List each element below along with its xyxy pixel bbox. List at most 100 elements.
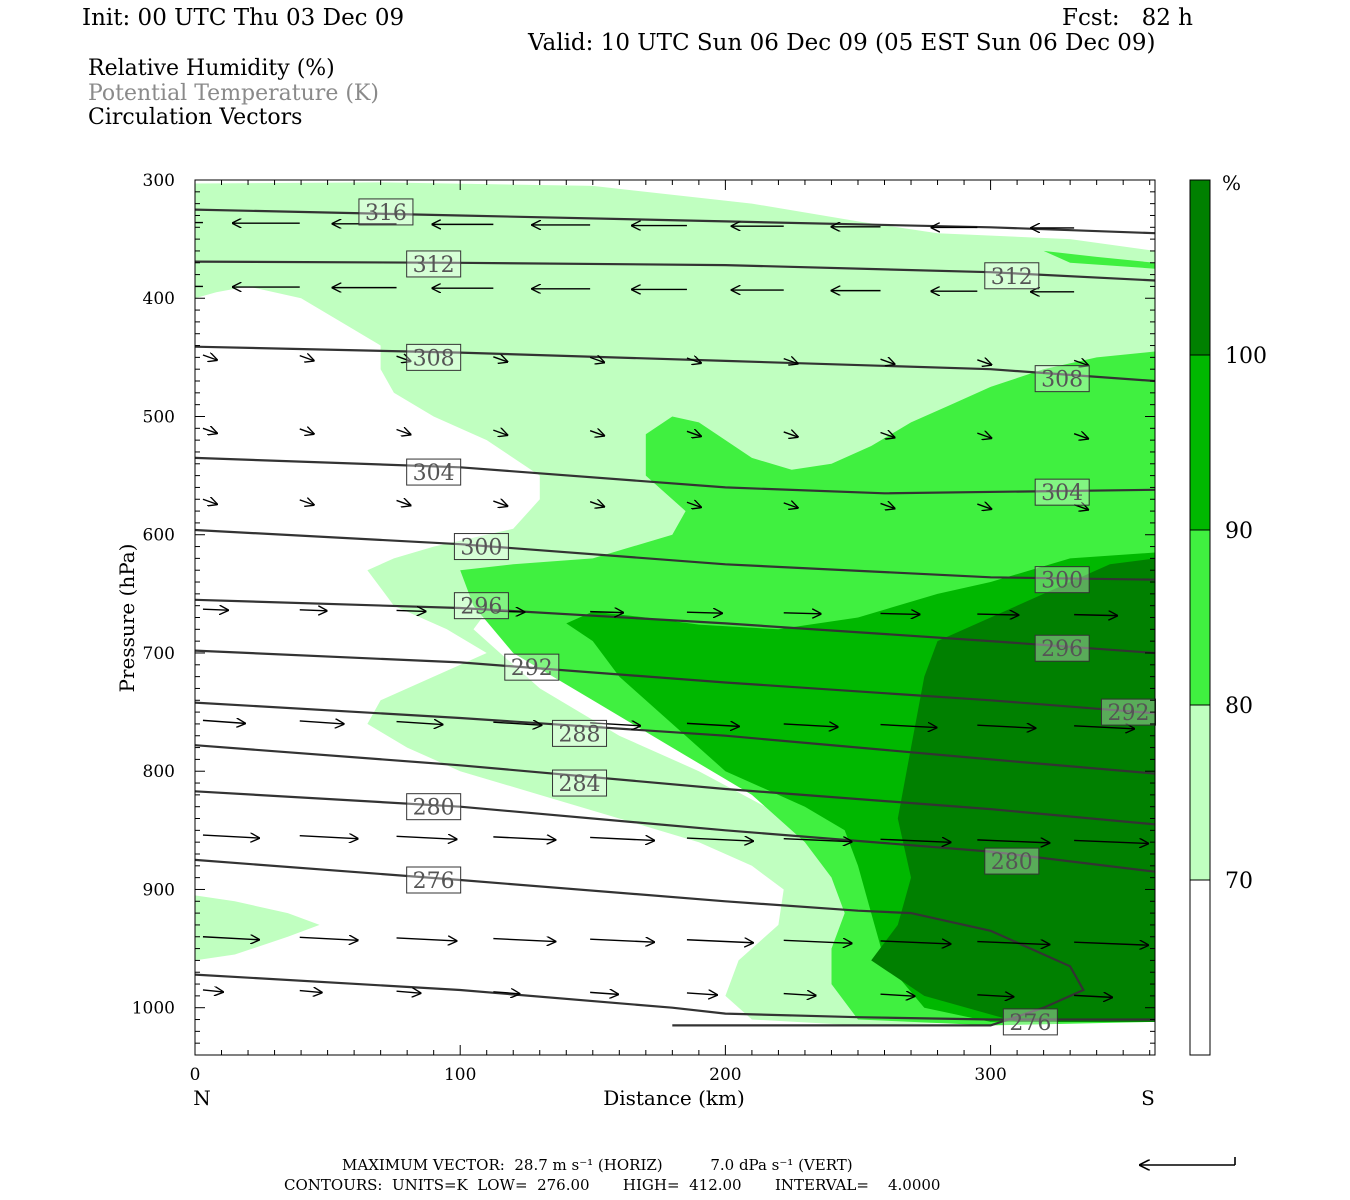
x-tick-label: 0 [190, 1065, 201, 1085]
wind-vector [686, 502, 701, 507]
theta-label-text: 304 [1041, 481, 1083, 506]
theta-contour-312 [195, 260, 1155, 282]
wind-vector [977, 614, 1018, 615]
wind-vector [202, 835, 259, 838]
theta-label-text: 296 [1041, 637, 1083, 662]
y-tick-label: 400 [143, 289, 175, 309]
wind-vector [783, 432, 798, 437]
y-axis-label: Pressure (hPa) [115, 544, 139, 693]
wind-vector [493, 939, 555, 942]
x-tick-label: 200 [709, 1065, 741, 1085]
colorbar-level-label: 70 [1225, 869, 1253, 894]
wind-vector [202, 609, 228, 610]
theta-label-text: 312 [991, 265, 1033, 290]
wind-vector [783, 940, 852, 943]
theta-label-text: 276 [413, 869, 455, 894]
legend-rh: Relative Humidity (%) [88, 56, 335, 81]
theta-label-box [984, 262, 1040, 290]
legend-vectors: Circulation Vectors [88, 105, 303, 130]
colorbar-unit-label: % [1222, 171, 1241, 195]
x-axis-label: Distance (km) [603, 1086, 745, 1110]
x-left-end-label: N [193, 1086, 211, 1110]
theta-contour-276 [195, 858, 1085, 1027]
wind-vector [783, 724, 838, 727]
wind-vector [590, 612, 623, 613]
x-right-end-label: S [1141, 1086, 1155, 1110]
theta-label-text: 308 [1041, 368, 1083, 393]
theta-label-280-1: 280 [984, 847, 1040, 875]
y-tick-label: 900 [143, 880, 175, 900]
colorbar-level-label: 90 [1225, 519, 1253, 544]
colorbar-swatch-3 [1190, 705, 1210, 880]
rh-region-70-1 [195, 895, 320, 961]
theta-label-text: 304 [413, 461, 455, 486]
wind-vector [686, 431, 701, 436]
theta-contour-292 [195, 649, 1155, 715]
legend-theta: Potential Temperature (K) [88, 81, 379, 106]
colorbar-swatch-4 [1190, 880, 1210, 1055]
wind-vector [493, 357, 507, 362]
wind-vector [783, 359, 798, 364]
theta-contour-308 [195, 345, 1155, 383]
wind-vector [686, 612, 722, 613]
wind-vector [590, 723, 640, 726]
wind-vector [1074, 995, 1112, 997]
theta-label-316-0: 316 [358, 198, 414, 226]
theta-label-text: 296 [460, 595, 502, 620]
wind-vector [493, 501, 507, 506]
y-tick-label: 300 [143, 171, 175, 191]
theta-label-box [406, 458, 462, 486]
wind-vector [1073, 434, 1088, 439]
theta-label-box [406, 793, 462, 821]
wind-vector [880, 503, 895, 508]
wind-vector [202, 937, 259, 940]
wind-vector [1073, 360, 1088, 365]
wind-vector [396, 722, 443, 725]
wind-vector [1074, 942, 1148, 945]
wind-vector [493, 430, 507, 435]
init-time: Init: 00 UTC Thu 03 Dec 09 [82, 5, 405, 31]
wind-vector [880, 994, 915, 996]
theta-label-300-0: 300 [453, 533, 509, 561]
wind-vector [493, 837, 555, 840]
wind-vector [202, 355, 217, 360]
wind-vector [686, 940, 753, 943]
wind-vector [977, 942, 1049, 945]
theta-label-296-1: 296 [1034, 634, 1090, 662]
theta-label-300-1: 300 [1034, 566, 1090, 594]
colorbar: 70 80 90 100% [1189, 171, 1267, 1056]
wind-vector [396, 500, 411, 505]
wind-vector [299, 500, 314, 505]
footer-contours: CONTOURS: UNITS=K LOW= 276.00 HIGH= 412.… [284, 1176, 941, 1194]
theta-label-text: 288 [559, 722, 601, 747]
axis-layer: 300 400 500 600 700 800 900 1000 0 100 200 300 [132, 171, 1155, 1085]
wind-vector [396, 938, 457, 941]
wind-vector [589, 502, 604, 507]
theta-label-text: 292 [1107, 701, 1149, 726]
wind-vector [396, 836, 457, 839]
wind-vector [977, 725, 1035, 728]
colorbar-frame [1189, 179, 1211, 1056]
wind-vector [396, 610, 426, 611]
theta-label-box [984, 847, 1040, 875]
theta-contour-extra [195, 973, 1155, 1021]
footer-max-vector: MAXIMUM VECTOR: 28.7 m s⁻¹ (HORIZ) 7.0 d… [342, 1156, 853, 1174]
theta-label-308-1: 308 [1034, 365, 1090, 393]
theta-label-box [1034, 478, 1090, 506]
wind-vector [590, 992, 618, 994]
y-tick-label: 800 [143, 762, 175, 782]
wind-vector [880, 941, 951, 944]
wind-vector [396, 356, 411, 361]
wind-vector [589, 431, 604, 436]
theta-label-box [358, 198, 414, 226]
theta-label-text: 280 [413, 796, 455, 821]
wind-vector [493, 992, 519, 994]
wind-vector [202, 720, 245, 723]
theta-label-text: 312 [413, 253, 455, 278]
wind-vector [977, 433, 991, 438]
theta-label-box [504, 653, 560, 681]
theta-label-312-0: 312 [406, 250, 462, 278]
theta-label-text: 316 [365, 201, 407, 226]
theta-label-276-1: 276 [1002, 1008, 1058, 1036]
